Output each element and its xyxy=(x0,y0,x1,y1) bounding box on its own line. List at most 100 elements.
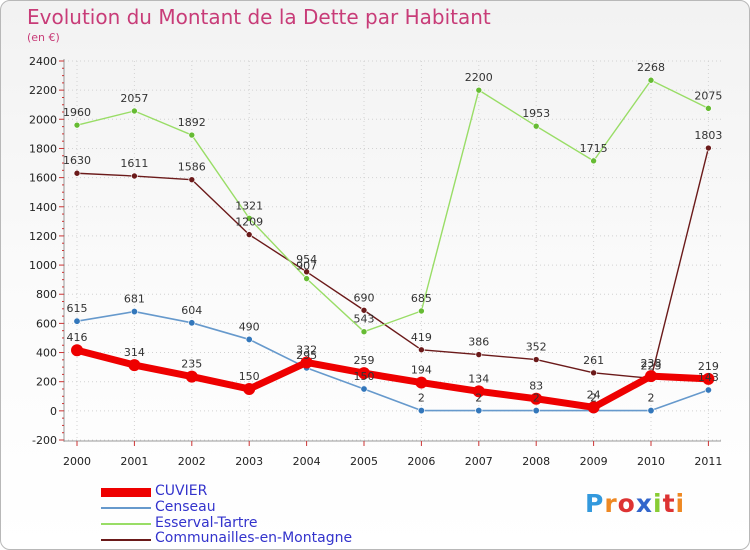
data-label-censeau: 490 xyxy=(239,320,260,333)
data-label-communailles-en-montagne: 419 xyxy=(411,331,432,344)
data-point-esserval-tartre xyxy=(590,157,597,165)
data-label-censeau: 2 xyxy=(418,392,425,405)
y-tick-label: 2400 xyxy=(29,55,57,68)
data-label-esserval-tartre: 1953 xyxy=(522,107,550,120)
x-tick-label: 2010 xyxy=(637,455,665,468)
data-point-esserval-tartre xyxy=(475,86,483,94)
data-label-communailles-en-montagne: 690 xyxy=(354,291,375,304)
x-tick-label: 2007 xyxy=(465,455,493,468)
data-label-communailles-en-montagne: 1611 xyxy=(120,157,148,170)
data-point-cuvier xyxy=(300,356,313,369)
y-tick-label: 800 xyxy=(36,288,57,301)
data-label-communailles-en-montagne: 1630 xyxy=(63,154,91,167)
data-label-cuvier: 150 xyxy=(239,370,260,383)
data-label-esserval-tartre: 1715 xyxy=(580,142,608,155)
data-label-cuvier: 219 xyxy=(698,360,719,373)
data-point-esserval-tartre xyxy=(73,121,81,129)
data-point-communailles-en-montagne xyxy=(303,268,310,276)
data-point-communailles-en-montagne xyxy=(532,356,540,363)
data-label-censeau: 2 xyxy=(590,392,597,405)
logo-letter: i xyxy=(675,489,686,518)
legend-label-censeau: Censeau xyxy=(155,499,216,515)
data-point-communailles-en-montagne xyxy=(245,231,253,238)
x-tick-label: 2001 xyxy=(120,455,148,468)
data-point-communailles-en-montagne xyxy=(73,169,81,177)
data-point-esserval-tartre xyxy=(245,214,253,222)
data-label-communailles-en-montagne: 386 xyxy=(468,336,489,349)
data-point-cuvier xyxy=(530,392,543,405)
data-point-esserval-tartre xyxy=(188,131,196,139)
legend-swatch-esserval-tartre xyxy=(101,523,151,525)
data-label-cuvier: 416 xyxy=(67,331,88,344)
data-label-esserval-tartre: 2075 xyxy=(694,89,722,102)
data-label-esserval-tartre: 1960 xyxy=(63,106,91,119)
series-line-cuvier xyxy=(76,346,709,411)
data-point-esserval-tartre xyxy=(647,76,655,84)
data-point-censeau xyxy=(73,317,81,325)
data-label-cuvier: 24 xyxy=(587,388,601,401)
data-point-cuvier xyxy=(415,376,428,389)
y-tick-label: 400 xyxy=(36,347,57,360)
x-tick-label: 2003 xyxy=(235,455,263,468)
series-line-censeau xyxy=(76,310,709,412)
x-tick-label: 2005 xyxy=(350,455,378,468)
y-tick-label: 1400 xyxy=(29,201,57,214)
data-point-censeau xyxy=(704,386,712,394)
data-point-censeau xyxy=(532,407,540,415)
data-label-cuvier: 314 xyxy=(124,346,145,359)
data-point-communailles-en-montagne xyxy=(360,306,368,314)
data-point-esserval-tartre xyxy=(303,275,310,282)
y-tick-label: 1000 xyxy=(29,259,57,272)
legend-swatch-cuvier xyxy=(101,488,151,497)
y-tick-label: 200 xyxy=(36,376,57,389)
legend-label-communailles: Communailles-en-Montagne xyxy=(155,530,353,546)
y-tick-label: 600 xyxy=(36,317,57,330)
data-point-cuvier xyxy=(587,401,600,414)
data-point-censeau xyxy=(188,319,196,327)
x-tick-label: 2000 xyxy=(63,455,91,468)
series-line-communailles-en-montagne xyxy=(76,147,710,380)
data-label-communailles-en-montagne: 1586 xyxy=(178,161,206,174)
legend-swatch-communailles xyxy=(101,539,151,541)
x-tick-label: 2008 xyxy=(522,455,550,468)
data-point-censeau xyxy=(475,407,483,415)
data-label-esserval-tartre: 2268 xyxy=(637,61,665,74)
data-label-esserval-tartre: 1892 xyxy=(178,116,206,129)
data-point-censeau xyxy=(360,385,368,393)
data-label-censeau: 615 xyxy=(67,302,88,315)
data-label-cuvier: 235 xyxy=(181,358,202,371)
data-label-communailles-en-montagne: 1803 xyxy=(694,129,722,142)
data-point-esserval-tartre xyxy=(131,107,138,115)
y-tick-label: 1200 xyxy=(29,230,57,243)
proxiti-logo: Proxiti xyxy=(585,489,685,518)
y-tick-label: 2000 xyxy=(29,113,57,126)
data-point-cuvier xyxy=(185,370,198,383)
logo-letter: o xyxy=(617,489,636,518)
x-tick-label: 2009 xyxy=(580,455,608,468)
data-point-cuvier xyxy=(472,385,485,398)
chart-subtitle: (en €) xyxy=(27,31,60,44)
data-label-censeau: 150 xyxy=(354,370,375,383)
logo-letter: P xyxy=(585,489,605,518)
data-label-communailles-en-montagne: 954 xyxy=(296,253,317,266)
y-tick-label: -200 xyxy=(32,434,57,447)
y-tick-label: 0 xyxy=(50,405,57,418)
data-label-communailles-en-montagne: 223 xyxy=(641,359,662,372)
legend-label-esserval-tartre: Esserval-Tartre xyxy=(155,515,258,531)
logo-letter: i xyxy=(653,489,663,518)
data-point-cuvier xyxy=(645,370,657,383)
data-point-communailles-en-montagne xyxy=(590,369,597,377)
data-label-censeau: 2 xyxy=(475,392,482,405)
data-label-communailles-en-montagne: 261 xyxy=(583,354,604,367)
data-label-cuvier: 194 xyxy=(411,364,432,377)
y-tick-label: 1600 xyxy=(29,172,57,185)
data-label-esserval-tartre: 543 xyxy=(354,313,375,326)
data-label-esserval-tartre: 907 xyxy=(296,260,317,273)
data-label-censeau: 2 xyxy=(648,392,655,405)
data-label-censeau: 681 xyxy=(124,293,145,306)
data-label-cuvier: 332 xyxy=(296,343,317,356)
logo-letter: x xyxy=(635,489,653,518)
data-label-censeau: 2 xyxy=(533,392,540,405)
